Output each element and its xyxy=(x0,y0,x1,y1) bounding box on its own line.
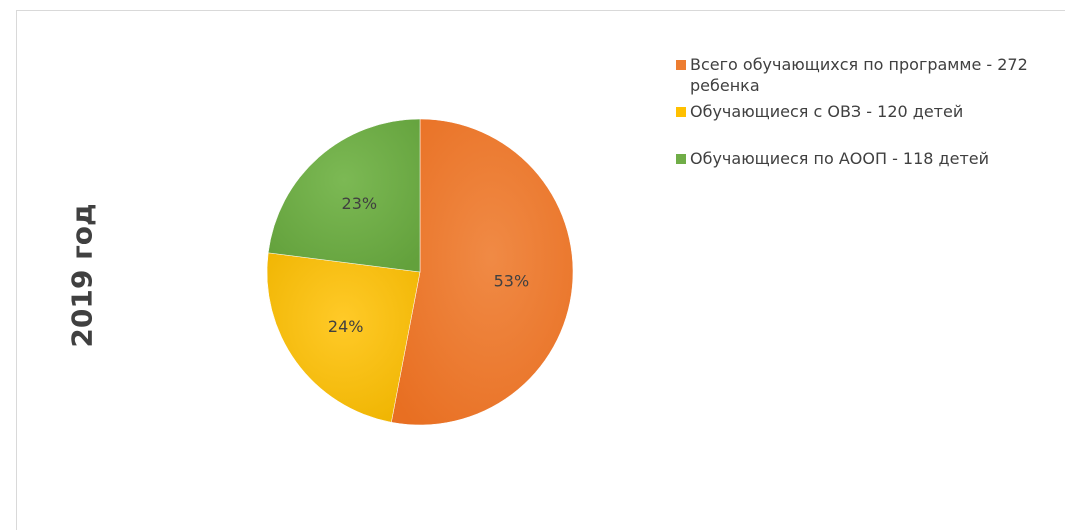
legend-label: Всего обучающихся по программе - 272 реб… xyxy=(690,55,1028,95)
pie-slice-aoop xyxy=(267,118,421,273)
legend-item-aoop: Обучающиеся по АООП - 118 детей xyxy=(676,148,1061,169)
legend-swatch-green xyxy=(676,154,686,164)
pie-slice-ovz xyxy=(266,252,421,423)
legend-item-total: Всего обучающихся по программе - 272 реб… xyxy=(676,54,1061,96)
pie-data-label: 24% xyxy=(328,317,364,336)
legend-label: Обучающиеся по АООП - 118 детей xyxy=(690,149,990,168)
legend-swatch-yellow xyxy=(676,107,686,117)
legend-swatch-orange xyxy=(676,60,686,70)
pie-data-label: 53% xyxy=(494,272,530,291)
pie-data-label: 23% xyxy=(342,194,378,213)
pie-slice-total xyxy=(391,118,574,426)
legend-label: Обучающиеся с ОВЗ - 120 детей xyxy=(690,102,964,121)
legend-item-ovz: Обучающиеся с ОВЗ - 120 детей xyxy=(676,101,1061,122)
